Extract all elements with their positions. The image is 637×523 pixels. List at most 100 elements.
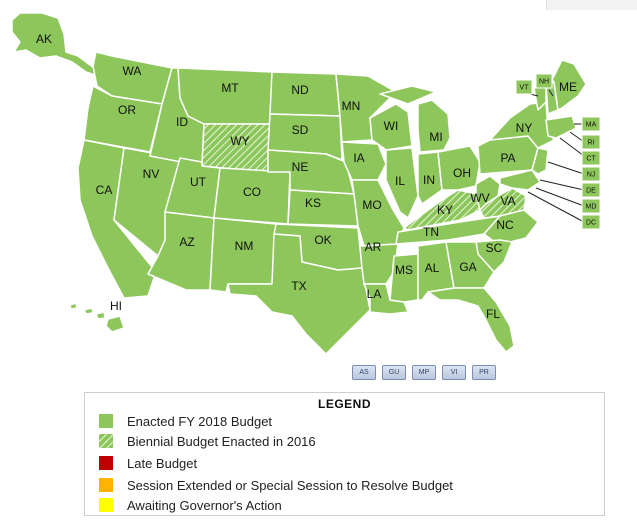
state-label-pa: PA: [500, 151, 515, 165]
box-ri[interactable]: [581, 134, 601, 150]
legend-label-late: Late Budget: [127, 455, 198, 471]
state-shape-ak[interactable]: [11, 12, 99, 77]
legend-label-session: Session Extended or Special Session to R…: [127, 477, 453, 493]
legend-swatch-late: [99, 456, 113, 470]
state-shape-hi-2[interactable]: [83, 307, 94, 315]
box-label-ri: RI: [588, 139, 595, 146]
state-label-sd: SD: [292, 123, 309, 137]
state-label-ms: MS: [395, 263, 413, 277]
state-label-ok: OK: [314, 233, 331, 247]
state-label-ia: IA: [353, 151, 364, 165]
state-shape-de-md[interactable]: [499, 169, 541, 191]
territory-button-as[interactable]: AS: [352, 365, 376, 380]
state-shape-mi-upper[interactable]: [379, 85, 437, 105]
state-label-az: AZ: [179, 235, 194, 249]
state-shape-hi-3[interactable]: [95, 311, 106, 320]
state-shape-in[interactable]: [417, 151, 443, 205]
leader-line-de: [539, 179, 585, 191]
top-right-panel: [546, 0, 637, 10]
box-label-de: DE: [586, 187, 596, 194]
state-shape-nj[interactable]: [531, 147, 549, 175]
state-shape-hi-1[interactable]: [69, 302, 78, 310]
box-ma[interactable]: [581, 116, 601, 132]
state-shape-fl[interactable]: [427, 287, 515, 353]
box-de[interactable]: [581, 182, 601, 198]
state-shape-nm[interactable]: [209, 217, 277, 293]
state-label-mt: MT: [221, 81, 239, 95]
state-shape-ct-ri-ma[interactable]: [545, 115, 577, 139]
box-label-nh: NH: [539, 78, 549, 85]
state-shape-tx[interactable]: [227, 233, 371, 355]
state-label-tx: TX: [291, 279, 306, 293]
state-shape-me[interactable]: [551, 59, 587, 111]
state-label-mn: MN: [342, 99, 361, 113]
box-label-dc: DC: [586, 219, 596, 226]
leader-line-ct: [559, 137, 585, 157]
box-label-ma: MA: [586, 121, 597, 128]
state-label-mo: MO: [362, 198, 381, 212]
state-shape-mt[interactable]: [177, 67, 273, 125]
leader-line-md: [535, 187, 585, 207]
box-dc[interactable]: [581, 214, 601, 230]
state-shape-wi[interactable]: [369, 103, 413, 151]
state-label-tn: TN: [423, 225, 439, 239]
territory-buttons: AS GU MP VI PR: [352, 365, 496, 380]
legend-item-biennial: Biennial Budget Enacted in 2016: [99, 433, 316, 449]
territory-button-vi[interactable]: VI: [442, 365, 466, 380]
state-label-ne: NE: [292, 160, 309, 174]
state-label-wy: WY: [230, 134, 249, 148]
state-label-fl: FL: [486, 307, 500, 321]
state-label-or: OR: [118, 103, 136, 117]
state-label-ca: CA: [96, 183, 113, 197]
state-label-ak: AK: [36, 32, 52, 46]
territory-button-gu[interactable]: GU: [382, 365, 406, 380]
box-ct[interactable]: [581, 150, 601, 166]
state-label-hi: HI: [110, 299, 122, 313]
state-label-sc: SC: [486, 241, 503, 255]
territory-button-pr[interactable]: PR: [472, 365, 496, 380]
state-label-wa: WA: [123, 64, 142, 78]
state-label-il: IL: [395, 174, 405, 188]
state-label-va: VA: [500, 194, 515, 208]
legend-label-enacted: Enacted FY 2018 Budget: [127, 413, 273, 429]
state-shape-mi-lower[interactable]: [417, 99, 451, 153]
state-label-la: LA: [367, 287, 382, 301]
state-label-al: AL: [425, 261, 440, 275]
legend-item-awaiting: Awaiting Governor's Action: [99, 497, 282, 513]
box-label-ct: CT: [586, 155, 596, 162]
leader-line-nh: [548, 89, 554, 97]
legend-swatch-enacted: [99, 414, 113, 428]
box-nh[interactable]: [535, 73, 553, 89]
legend-label-biennial: Biennial Budget Enacted in 2016: [127, 433, 316, 449]
legend-item-session: Session Extended or Special Session to R…: [99, 477, 453, 493]
state-shape-la[interactable]: [363, 283, 409, 315]
state-label-wi: WI: [384, 119, 399, 133]
legend-title: LEGEND: [317, 397, 371, 411]
legend-label-awaiting: Awaiting Governor's Action: [127, 497, 282, 513]
legend-item-late: Late Budget: [99, 455, 197, 471]
state-label-me: ME: [559, 80, 577, 94]
state-label-oh: OH: [453, 166, 471, 180]
state-shape-il[interactable]: [385, 147, 419, 219]
state-label-id: ID: [176, 115, 188, 129]
state-shape-hi-4[interactable]: [105, 315, 125, 333]
legend-swatch-biennial: [99, 434, 113, 448]
state-label-nv: NV: [143, 167, 160, 181]
state-shape-ms[interactable]: [389, 253, 419, 303]
state-shape-ks[interactable]: [287, 189, 359, 227]
box-label-md: MD: [586, 203, 597, 210]
state-label-mi: MI: [429, 130, 442, 144]
state-shape-va[interactable]: [479, 187, 527, 219]
state-label-ky: KY: [437, 203, 453, 217]
box-md[interactable]: [581, 198, 601, 214]
box-vt[interactable]: [515, 79, 533, 95]
legend-swatch-session: [99, 478, 113, 492]
state-label-ar: AR: [365, 240, 382, 254]
state-label-ks: KS: [305, 196, 321, 210]
legend-swatch-awaiting: [99, 498, 113, 512]
territory-button-mp[interactable]: MP: [412, 365, 436, 380]
legend-box: LEGEND Enacted FY 2018 Budget Biennial B…: [84, 392, 605, 516]
state-label-ga: GA: [459, 260, 476, 274]
state-label-ut: UT: [190, 175, 207, 189]
box-nj[interactable]: [581, 166, 601, 182]
